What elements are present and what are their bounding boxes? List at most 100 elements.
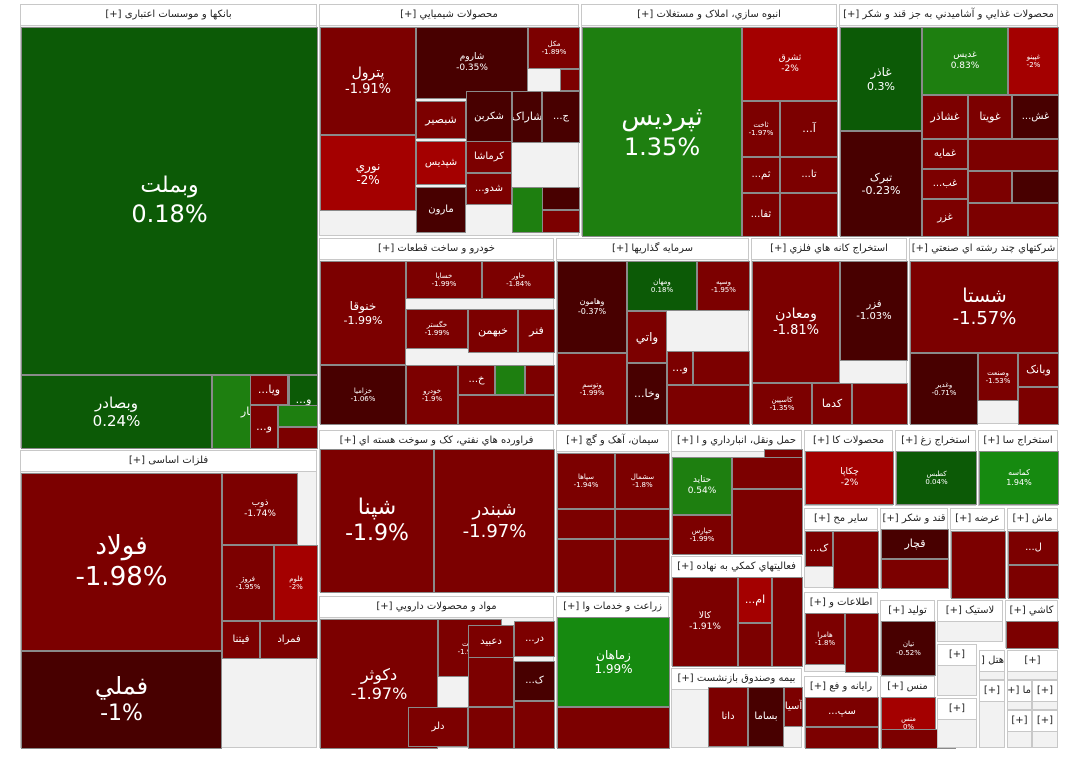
stock-tile-small[interactable] <box>968 171 1012 203</box>
sector-title[interactable]: عرضه [+] <box>951 509 1004 530</box>
sector-title[interactable]: زراعت و خدمات وا [+] <box>557 597 668 618</box>
stock-tile[interactable]: سپاها -1.94% <box>557 453 615 509</box>
stock-tile[interactable]: سپ... <box>805 697 879 727</box>
stock-tile[interactable]: فلوم -2% <box>274 545 318 621</box>
stock-tile[interactable]: و... <box>250 405 278 449</box>
sector-title[interactable]: [+] <box>980 681 1004 702</box>
sector-title[interactable]: لاستيک [+] <box>938 601 1002 622</box>
stock-tile-small[interactable] <box>468 657 514 707</box>
stock-tile-small[interactable] <box>1018 387 1059 425</box>
stock-tile[interactable]: خگستر -1.99% <box>406 309 468 349</box>
stock-tile[interactable]: فروژ -1.95% <box>222 545 274 621</box>
sector-title[interactable]: ماش [+] <box>1008 509 1057 530</box>
stock-tile-small[interactable] <box>557 539 615 593</box>
stock-tile[interactable]: وبملت 0.18% <box>21 27 318 375</box>
stock-tile[interactable]: دعبيد <box>468 625 514 659</box>
sector-title[interactable]: محصولات شيميايي [+] <box>320 5 578 26</box>
stock-tile[interactable]: ثپرديس 1.35% <box>582 27 742 237</box>
stock-tile-small[interactable] <box>772 577 803 667</box>
stock-tile[interactable]: کدما <box>812 383 852 425</box>
stock-tile[interactable]: شپنا -1.9% <box>320 449 434 593</box>
stock-tile[interactable]: ثاخت -1.97% <box>742 101 780 157</box>
stock-tile-small[interactable] <box>514 701 555 749</box>
sector-title[interactable]: اطلاعات و [+] <box>805 593 877 614</box>
stock-tile-small[interactable] <box>1012 171 1059 203</box>
stock-tile[interactable]: ل... <box>1008 531 1059 565</box>
stock-tile[interactable]: ام... <box>738 577 772 623</box>
stock-tile[interactable]: غديس 0.83% <box>922 27 1008 95</box>
stock-tile[interactable]: شستا -1.57% <box>910 261 1059 353</box>
stock-tile[interactable]: حپارس -1.99% <box>672 515 732 555</box>
stock-tile[interactable]: مارون <box>416 187 466 233</box>
stock-tile[interactable]: ثم... <box>742 157 780 193</box>
stock-tile[interactable]: تبرک -0.23% <box>840 131 922 237</box>
stock-tile[interactable]: غش... <box>1012 95 1059 139</box>
sector-title[interactable]: مواد و محصولات دارويي [+] <box>320 597 553 618</box>
stock-tile[interactable]: خساپا -1.99% <box>406 261 482 299</box>
stock-tile[interactable]: وبصادر 0.24% <box>21 375 212 449</box>
stock-tile[interactable]: وصنعت -1.53% <box>978 353 1018 401</box>
stock-tile[interactable]: تا... <box>780 157 838 193</box>
stock-tile[interactable]: خنوقا -1.99% <box>320 261 406 365</box>
stock-tile[interactable]: شاراک <box>512 91 542 143</box>
sector-title[interactable]: فلزات اساسی [+] <box>21 451 316 472</box>
sector-title[interactable]: سيمان، آهک و گچ [+] <box>557 431 668 452</box>
stock-tile-small[interactable] <box>693 351 750 385</box>
stock-tile[interactable]: غزر <box>922 199 968 237</box>
stock-tile[interactable]: نوري -2% <box>320 135 416 211</box>
stock-tile[interactable]: غمايه <box>922 139 968 169</box>
stock-tile[interactable]: ومعادن -1.81% <box>752 261 840 383</box>
stock-tile[interactable]: فنر <box>518 309 555 353</box>
sector-title[interactable]: استخراج زغ [+] <box>896 431 975 452</box>
stock-tile[interactable]: فمراد <box>260 621 318 659</box>
stock-tile[interactable]: غپينو -2% <box>1008 27 1059 95</box>
stock-tile-small[interactable] <box>738 623 772 667</box>
stock-tile[interactable]: ج... <box>542 91 580 143</box>
sector-title[interactable]: توليد [+] <box>881 601 934 622</box>
stock-tile-small[interactable] <box>951 531 1006 599</box>
stock-tile[interactable]: غشاذر <box>922 95 968 139</box>
stock-tile[interactable]: شکربن <box>466 91 512 143</box>
stock-tile[interactable]: مکل -1.89% <box>528 27 580 69</box>
stock-tile[interactable]: وهامون -0.37% <box>557 261 627 353</box>
stock-tile[interactable]: ک... <box>514 661 555 701</box>
sector-title[interactable]: محصولات غذايي و آشاميدني به جز قند و شکر… <box>840 5 1057 26</box>
stock-tile[interactable]: شدو... <box>466 173 512 205</box>
sector-title[interactable]: استخراج سا [+] <box>979 431 1057 452</box>
sector-title[interactable]: [+] <box>1033 711 1057 732</box>
stock-tile[interactable]: وتوسم -1.99% <box>557 353 627 425</box>
sector-title[interactable]: منس [+] <box>881 677 934 698</box>
sector-title[interactable]: [+] <box>938 699 976 720</box>
sector-title[interactable]: بانکها و موسسات اعتباری [+] <box>21 5 316 26</box>
stock-tile-small[interactable] <box>615 509 670 539</box>
stock-tile[interactable]: خاور -1.84% <box>482 261 555 299</box>
sector-title[interactable]: [+] <box>1008 651 1057 672</box>
stock-tile[interactable]: کرماشا <box>466 141 512 173</box>
stock-tile[interactable]: ویا... <box>250 375 288 405</box>
stock-tile[interactable]: ک... <box>805 531 833 567</box>
stock-tile[interactable]: هامرا -1.8% <box>805 613 845 665</box>
stock-tile-small[interactable] <box>468 707 514 749</box>
stock-tile-small[interactable] <box>968 139 1059 171</box>
stock-tile-small[interactable] <box>615 539 670 593</box>
stock-tile-small[interactable] <box>557 707 670 749</box>
stock-tile[interactable]: غب... <box>922 169 968 199</box>
stock-tile-small[interactable] <box>833 531 879 589</box>
stock-tile-small[interactable] <box>525 365 555 395</box>
stock-tile[interactable]: وسپه -1.95% <box>697 261 750 311</box>
stock-tile-small[interactable] <box>732 489 803 555</box>
stock-tile[interactable]: واتي <box>627 311 667 363</box>
stock-tile[interactable]: وخا... <box>627 363 667 425</box>
stock-tile[interactable]: شبندر -1.97% <box>434 449 555 593</box>
sector-title[interactable]: فعاليتهاي کمکي به نهاده [+] <box>672 557 801 578</box>
stock-tile[interactable]: پترول -1.91% <box>320 27 416 135</box>
stock-tile[interactable]: وغدير -0.71% <box>910 353 978 425</box>
stock-tile-small[interactable] <box>968 203 1059 237</box>
stock-tile[interactable]: دانا <box>708 687 748 747</box>
stock-tile[interactable]: دلر <box>408 707 468 747</box>
sector-title[interactable]: انبوه سازي، املاک و مستغلات [+] <box>582 5 836 26</box>
sector-title[interactable]: محصولات کا [+] <box>805 431 892 452</box>
stock-tile[interactable]: ومهان 0.18% <box>627 261 697 311</box>
stock-tile[interactable]: حتايد 0.54% <box>672 457 732 515</box>
sector-title[interactable]: [+] <box>938 645 976 666</box>
